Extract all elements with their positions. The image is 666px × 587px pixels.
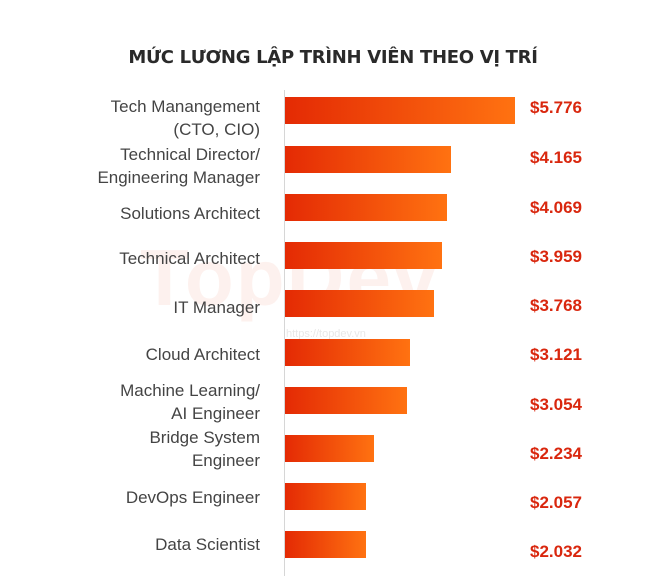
- bar: [285, 339, 410, 366]
- bar-label: Technical Architect: [119, 249, 260, 268]
- bar-value-label: $4.165: [530, 148, 582, 167]
- bar: [285, 290, 434, 317]
- bar-label: IT Manager: [173, 298, 260, 317]
- bar: [285, 97, 515, 124]
- bar-label: DevOps Engineer: [125, 488, 260, 507]
- bar-value-label: $3.054: [530, 395, 582, 414]
- bar-value-label: $3.959: [530, 247, 582, 266]
- bar-value-label: $2.032: [530, 542, 582, 561]
- bar-label: Machine Learning/ AI Engineer: [120, 381, 260, 423]
- bar-value-label: $4.069: [530, 198, 582, 217]
- bar-value-label: $2.234: [530, 444, 582, 463]
- y-axis-line: [284, 90, 285, 576]
- bar: [285, 435, 374, 462]
- watermark-url: https://topdev.vn: [286, 328, 366, 340]
- bar-label: Technical Director/ Engineering Manager: [97, 145, 260, 187]
- bar-value-label: $2.057: [530, 493, 582, 512]
- bar: [285, 146, 451, 173]
- bar-label: Cloud Architect: [145, 345, 260, 364]
- bar: [285, 387, 407, 414]
- bar-value-label: $3.768: [530, 296, 582, 315]
- bar-value-label: $5.776: [530, 98, 582, 117]
- chart-title: MỨC LƯƠNG LẬP TRÌNH VIÊN THEO VỊ TRÍ: [128, 47, 538, 68]
- bar: [285, 483, 366, 510]
- bar-label: Tech Manangement (CTO, CIO): [110, 97, 260, 139]
- bar-label: Bridge System Engineer: [149, 428, 260, 470]
- bar-label: Data Scientist: [155, 535, 260, 554]
- bar-label: Solutions Architect: [120, 204, 260, 223]
- bar: [285, 194, 447, 221]
- bar: [285, 531, 366, 558]
- bar: [285, 242, 442, 269]
- bar-value-label: $3.121: [530, 345, 582, 364]
